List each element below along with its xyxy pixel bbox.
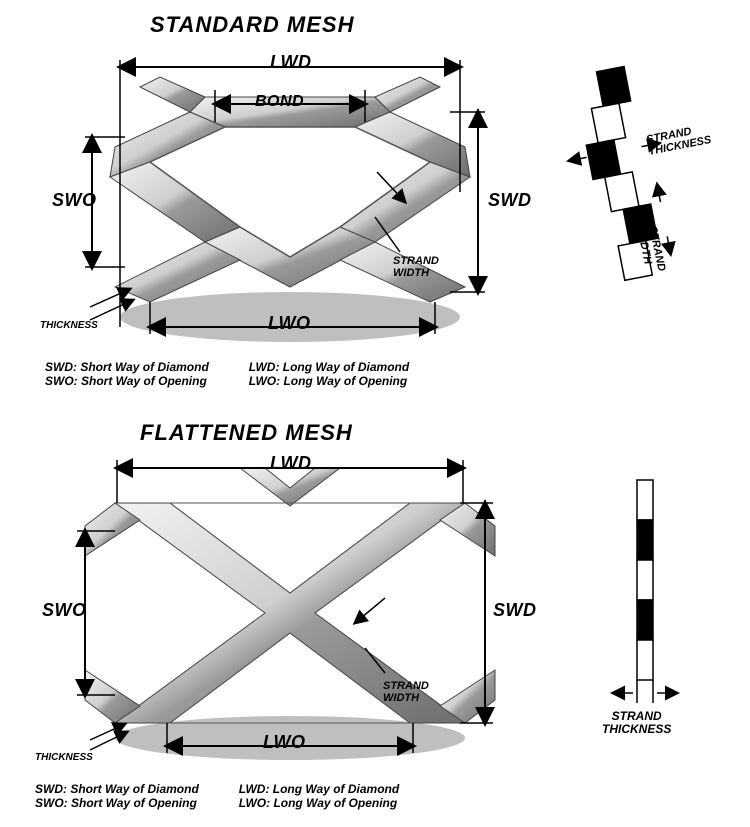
standard-swd-label: SWD <box>488 190 532 211</box>
standard-bond-label: BOND <box>255 93 304 111</box>
legend-row: SWD: Short Way of Diamond <box>35 782 199 796</box>
legend-row: LWD: Long Way of Diamond <box>239 782 399 796</box>
flattened-cross-section <box>595 475 695 735</box>
flattened-swo-label: SWO <box>42 600 87 621</box>
legend-row: LWO: Long Way of Opening <box>239 796 399 810</box>
standard-cross-section <box>526 39 750 321</box>
flattened-lwd-label: LWD <box>270 453 312 474</box>
standard-title: STANDARD MESH <box>150 12 354 38</box>
standard-thickness-label: THICKNESS <box>40 320 98 331</box>
flattened-thickness-label: THICKNESS <box>35 752 93 763</box>
legend-row: LWD: Long Way of Diamond <box>249 360 409 374</box>
flattened-swd-label: SWD <box>493 600 537 621</box>
flattened-legend: SWD: Short Way of Diamond SWO: Short Way… <box>35 782 399 810</box>
flattened-mesh-diagram <box>55 448 515 768</box>
standard-lwo-label: LWO <box>268 313 311 334</box>
legend-row: LWO: Long Way of Opening <box>249 374 409 388</box>
legend-row: SWO: Short Way of Opening <box>45 374 209 388</box>
flattened-lwo-label: LWO <box>263 732 306 753</box>
standard-lwd-label: LWD <box>270 52 312 73</box>
standard-swo-label: SWO <box>52 190 97 211</box>
standard-mesh-diagram <box>55 42 515 352</box>
flattened-strand-width-label: STRAND WIDTH <box>383 680 429 704</box>
standard-legend: SWD: Short Way of Diamond SWO: Short Way… <box>45 360 409 388</box>
legend-row: SWO: Short Way of Opening <box>35 796 199 810</box>
flattened-cross-thickness-label: STRAND THICKNESS <box>602 710 671 736</box>
flattened-title: FLATTENED MESH <box>140 420 353 446</box>
legend-row: SWD: Short Way of Diamond <box>45 360 209 374</box>
standard-strand-width-label: STRAND WIDTH <box>393 255 439 279</box>
